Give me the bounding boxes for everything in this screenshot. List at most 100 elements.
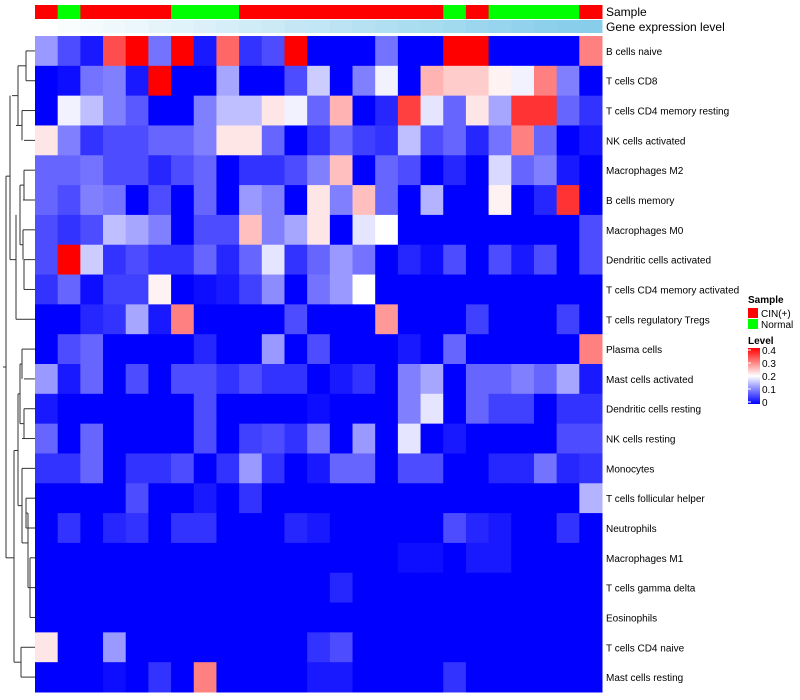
heatmap-cell: [579, 453, 603, 484]
heatmap-cell: [375, 65, 399, 97]
heatmap-cell: [125, 483, 149, 514]
heatmap-cell: [307, 244, 331, 276]
heatmap-cell: [57, 185, 81, 216]
heatmap-cell: [511, 483, 535, 514]
heatmap-cell: [57, 364, 81, 395]
heatmap-cell: [375, 95, 399, 126]
heatmap-cell: [397, 334, 422, 365]
sample-annot-cell: [261, 5, 285, 19]
heatmap-cell: [420, 65, 444, 97]
heatmap-cell: [103, 155, 127, 186]
heatmap-cell: [375, 393, 399, 425]
expression-annot-cell: [284, 20, 308, 33]
heatmap-cell: [261, 334, 285, 365]
expression-annot-cell: [125, 20, 149, 33]
heatmap-cell: [488, 125, 512, 156]
heatmap-cell: [465, 542, 490, 574]
heatmap-cell: [216, 513, 240, 544]
heatmap-cell: [511, 36, 535, 67]
heatmap-cell: [284, 393, 308, 425]
heatmap-cell: [488, 632, 512, 663]
heatmap-cell: [465, 185, 490, 216]
heatmap-cell: [375, 334, 399, 365]
heatmap-cell: [261, 36, 285, 67]
heatmap-cell: [35, 304, 59, 335]
sample-annot-cell: [579, 5, 603, 19]
heatmap-cell: [239, 155, 263, 186]
heatmap-cell: [239, 662, 263, 693]
heatmap-cell: [148, 274, 172, 305]
heatmap-cell: [80, 453, 104, 484]
heatmap-cell: [80, 334, 104, 365]
heatmap-cell: [193, 244, 217, 276]
heatmap-cell: [80, 125, 104, 156]
heatmap-cell: [216, 602, 240, 633]
heatmap-cell: [171, 244, 195, 276]
heatmap-cell: [57, 632, 81, 663]
heatmap-cell: [148, 632, 172, 663]
heatmap-cell: [216, 483, 240, 514]
heatmap-cell: [579, 125, 603, 156]
sample-annot-cell: [35, 5, 59, 19]
heatmap-cell: [125, 95, 149, 126]
heatmap-cell: [103, 453, 127, 484]
heatmap-cell: [397, 244, 422, 276]
heatmap-cell: [103, 364, 127, 395]
heatmap-cell: [329, 36, 354, 67]
heatmap-cell: [533, 572, 558, 604]
sample-annot-cell: [216, 5, 240, 19]
legend-level-title: Level: [748, 336, 774, 347]
heatmap-cell: [171, 423, 195, 454]
heatmap-cell: [80, 95, 104, 126]
heatmap-cell: [511, 185, 535, 216]
heatmap-cell: [171, 334, 195, 365]
heatmap-cell: [556, 334, 580, 365]
sample-annot-cell: [488, 5, 512, 19]
heatmap-cell: [35, 36, 59, 67]
heatmap-cell: [35, 632, 59, 663]
heatmap-cell: [171, 125, 195, 156]
heatmap-cell: [488, 95, 512, 126]
heatmap-cell: [511, 632, 535, 663]
heatmap-cell: [103, 95, 127, 126]
heatmap-cell: [284, 304, 308, 335]
heatmap-cell: [307, 274, 331, 305]
sample-annot-cell: [239, 5, 263, 19]
sample-annot-cell: [533, 5, 558, 19]
heatmap-cell: [284, 185, 308, 216]
heatmap-cell: [103, 393, 127, 425]
heatmap-cell: [556, 602, 580, 633]
sample-annot-cell: [420, 5, 444, 19]
heatmap-cell: [533, 36, 558, 67]
sample-annotation-bar: [35, 5, 603, 20]
heatmap-cell: [579, 244, 603, 276]
row-label: Macrophages M1: [606, 554, 684, 565]
heatmap-cell: [375, 662, 399, 693]
heatmap-cell: [352, 602, 376, 633]
heatmap-cell: [148, 662, 172, 693]
heatmap-cell: [80, 632, 104, 663]
heatmap-cell: [307, 95, 331, 126]
heatmap-cell: [103, 274, 127, 305]
heatmap-cell: [443, 572, 467, 604]
heatmap-cell: [57, 334, 81, 365]
heatmap-cell: [171, 542, 195, 574]
heatmap-cell: [329, 602, 354, 633]
legend-sample-label: Normal: [761, 320, 793, 331]
heatmap-cell: [125, 662, 149, 693]
heatmap-cell: [80, 572, 104, 604]
heatmap-cell: [420, 662, 444, 693]
heatmap-cell: [171, 632, 195, 663]
heatmap-cell: [239, 214, 263, 246]
heatmap-cell: [420, 36, 444, 67]
heatmap-cell: [397, 304, 422, 335]
heatmap-cell: [465, 572, 490, 604]
heatmap-cell: [57, 513, 81, 544]
heatmap-cell: [488, 36, 512, 67]
heatmap-cell: [57, 36, 81, 67]
expression-annot-cell: [465, 20, 490, 33]
heatmap-cell: [284, 125, 308, 156]
heatmap-cell: [443, 334, 467, 365]
heatmap-cell: [125, 423, 149, 454]
heatmap-cell: [148, 155, 172, 186]
